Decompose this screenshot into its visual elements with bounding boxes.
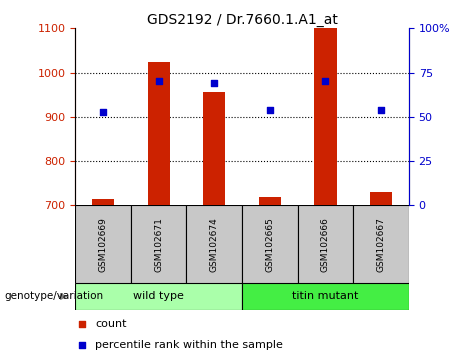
Point	[321, 79, 329, 84]
Bar	[92, 199, 114, 205]
Bar	[314, 28, 337, 205]
Bar	[258, 197, 281, 205]
Bar	[242, 283, 409, 310]
Bar	[370, 192, 392, 205]
Text: wild type: wild type	[133, 291, 184, 302]
Point	[78, 321, 86, 327]
Bar	[75, 283, 242, 310]
Point	[211, 80, 218, 86]
Bar	[242, 205, 298, 283]
Text: GSM102669: GSM102669	[99, 217, 108, 272]
Point	[78, 342, 86, 348]
Bar	[187, 205, 242, 283]
Text: GSM102674: GSM102674	[210, 217, 219, 272]
Bar	[353, 205, 409, 283]
Point	[266, 107, 274, 113]
Bar	[203, 92, 226, 205]
Text: titin mutant: titin mutant	[292, 291, 359, 302]
Point	[99, 109, 107, 114]
Text: GSM102666: GSM102666	[321, 217, 330, 272]
Point	[155, 79, 163, 84]
Title: GDS2192 / Dr.7660.1.A1_at: GDS2192 / Dr.7660.1.A1_at	[147, 13, 337, 27]
Text: GSM102671: GSM102671	[154, 217, 163, 272]
Text: GSM102667: GSM102667	[376, 217, 385, 272]
Text: count: count	[95, 319, 127, 329]
Text: percentile rank within the sample: percentile rank within the sample	[95, 340, 283, 350]
Point	[377, 107, 385, 113]
Bar	[148, 62, 170, 205]
Text: genotype/variation: genotype/variation	[5, 291, 104, 302]
Text: GSM102665: GSM102665	[266, 217, 274, 272]
Bar	[75, 205, 131, 283]
Bar	[131, 205, 187, 283]
Bar	[298, 205, 353, 283]
